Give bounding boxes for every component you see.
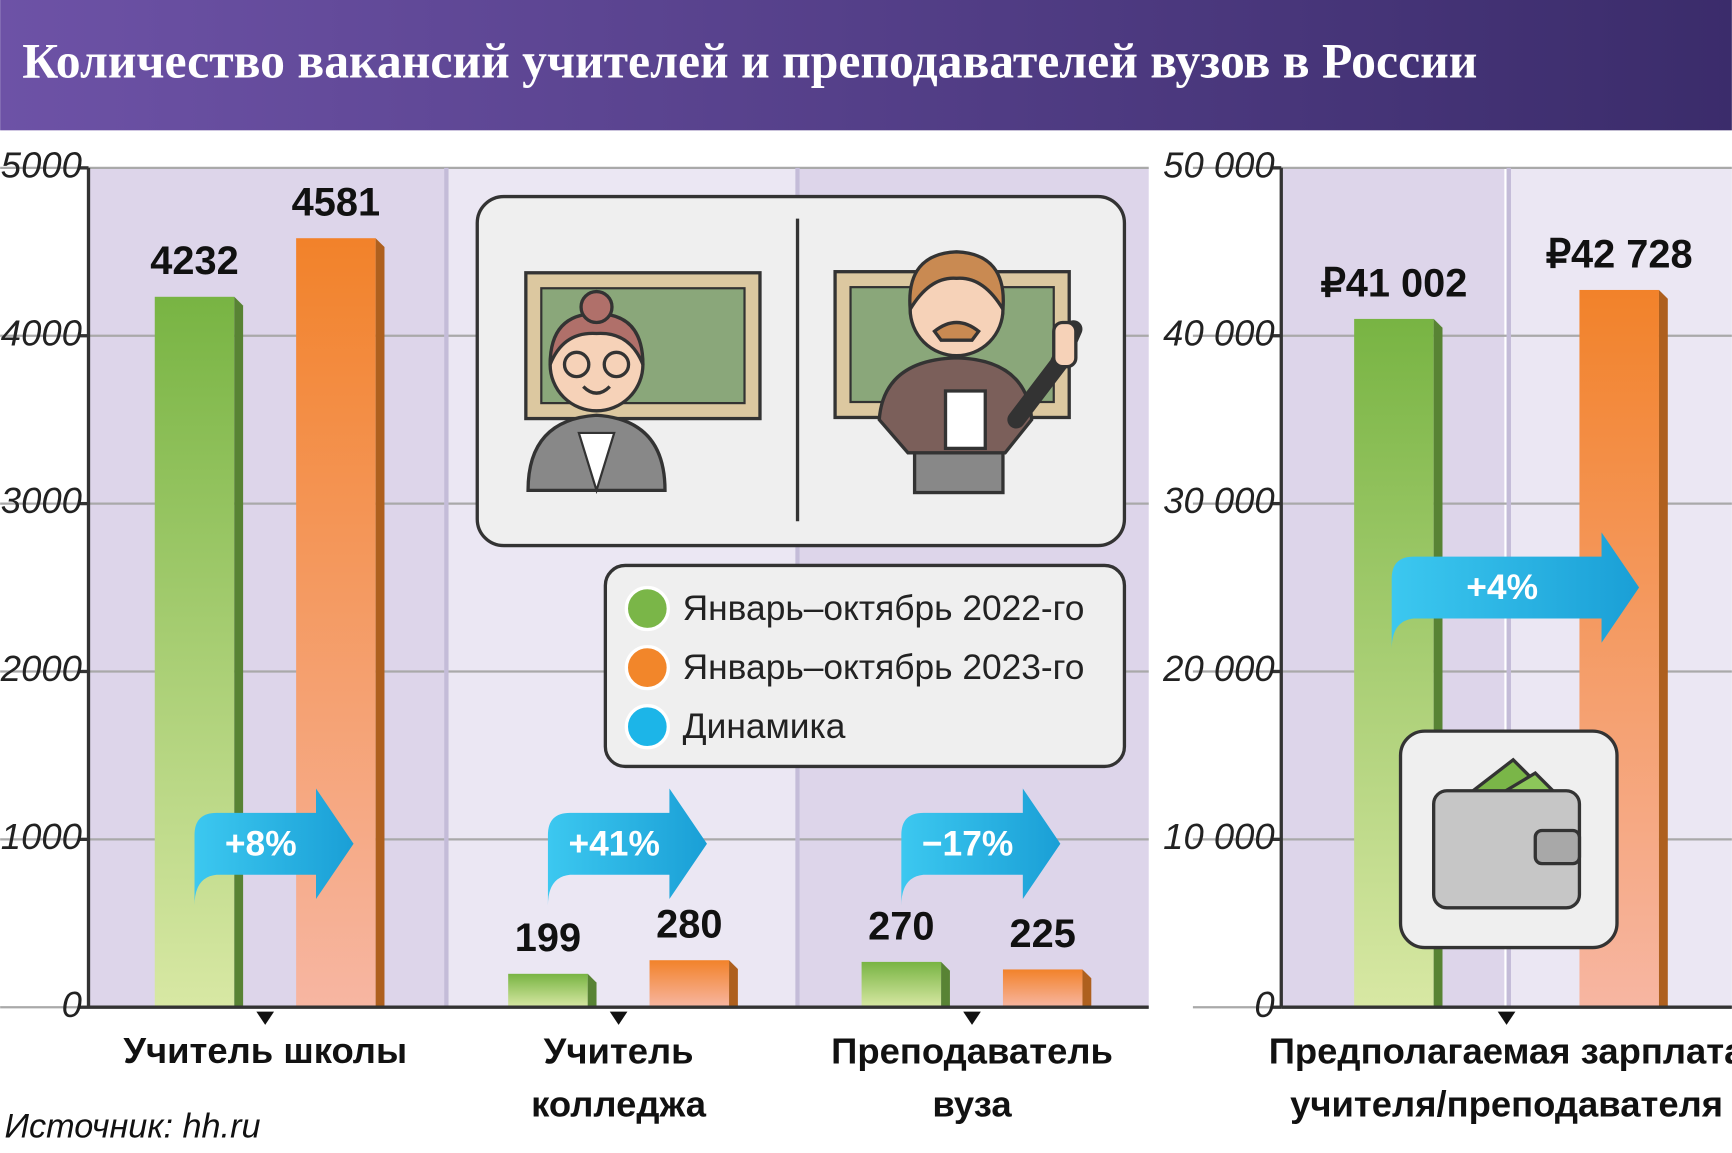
y-tick-label: 2000	[0, 648, 82, 689]
bar	[861, 961, 942, 1008]
change-label: +4%	[1466, 568, 1538, 607]
bar-side	[375, 238, 385, 1008]
x-tick-label: Преподаватель вуза	[831, 1030, 1113, 1124]
wallet-illustration	[1398, 729, 1619, 950]
legend-label: Январь–октябрь 2023-го	[683, 648, 1085, 687]
value-label: 280	[656, 903, 722, 947]
source: Источник: hh.ru	[5, 1108, 261, 1146]
legend: Январь–октябрь 2022-го Январь–октябрь 202…	[603, 563, 1127, 769]
y-tick-label: 30 000	[1163, 480, 1274, 521]
change-label: +8%	[225, 824, 297, 863]
y-tick-label: 10 000	[1163, 816, 1274, 857]
y-tick-label: 40 000	[1163, 312, 1274, 353]
change-label: +41%	[569, 824, 660, 863]
y-tick-label: 3000	[1, 480, 82, 521]
plot: 0 1000 2000 3000 4000 5000 4232 4581 Учитель шко…	[0, 144, 1732, 1124]
legend-swatch	[624, 585, 670, 632]
category-pointer	[963, 1011, 981, 1025]
value-label: ₽41 002	[1320, 261, 1467, 305]
value-label: 225	[1010, 912, 1076, 956]
y-tick-label: 50 000	[1163, 144, 1274, 185]
y-tick-label: 1000	[1, 816, 82, 857]
category-pointer	[256, 1011, 275, 1025]
title: Количество вакансий учителей и преподава…	[22, 34, 1477, 89]
y-tick-label: 0	[1254, 984, 1274, 1025]
change-arrow	[1391, 532, 1640, 650]
legend-swatch	[624, 704, 670, 750]
value-label: ₽42 728	[1546, 232, 1693, 276]
change-label: −17%	[922, 824, 1013, 863]
x-tick-label: Предполагаемая зарплата учителя/преподава…	[1269, 1030, 1732, 1124]
category-pointer	[609, 1011, 628, 1025]
value-label: 199	[515, 916, 581, 960]
bar-side	[941, 961, 950, 1008]
value-label: 270	[868, 904, 934, 948]
legend-label: Январь–октябрь 2022-го	[683, 589, 1085, 628]
category-pointer	[1497, 1011, 1516, 1025]
bar-side	[587, 973, 597, 1008]
value-label: 4232	[150, 239, 238, 283]
bar-side	[234, 296, 244, 1008]
legend-swatch	[624, 644, 670, 691]
bar-side	[1658, 289, 1668, 1008]
bar-side	[729, 960, 738, 1008]
x-tick-label: Учитель колледжа	[531, 1030, 707, 1124]
bar	[296, 238, 376, 1008]
change-arrow	[547, 788, 707, 906]
bar-side	[1082, 969, 1092, 1008]
bar	[508, 973, 588, 1008]
value-label: 4581	[292, 181, 380, 225]
y-tick-label: 4000	[1, 312, 82, 353]
y-tick-label: 0	[62, 984, 82, 1025]
change-arrow	[194, 788, 354, 906]
y-tick-label: 5000	[1, 144, 82, 185]
teachers-illustration	[475, 194, 1127, 548]
header-bar	[0, 0, 1732, 131]
bar	[649, 960, 730, 1008]
legend-label: Динамика	[683, 707, 846, 746]
bar	[1002, 969, 1083, 1008]
change-arrow	[901, 788, 1061, 906]
x-tick-label: Учитель школы	[123, 1030, 407, 1071]
y-tick-label: 20 000	[1162, 648, 1274, 689]
